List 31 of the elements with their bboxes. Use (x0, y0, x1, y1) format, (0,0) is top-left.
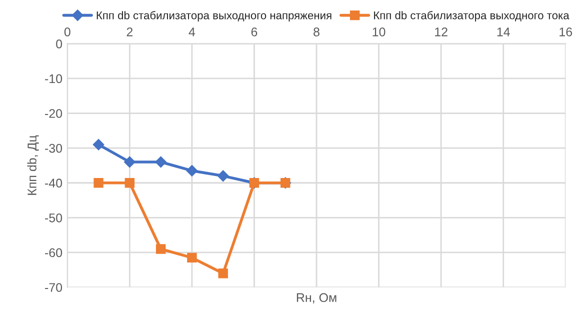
y-tick-label: -10 (45, 74, 62, 84)
x-tick-label: 6 (251, 27, 258, 36)
y-tick-label: -50 (45, 213, 62, 222)
point (155, 156, 166, 168)
x-tick-label: 12 (435, 27, 448, 36)
y-tick-label: -30 (45, 144, 62, 153)
y-tick-label: -40 (45, 178, 62, 188)
x-tick-label: 2 (126, 27, 133, 36)
point (124, 156, 136, 168)
x-tick-label: 16 (560, 27, 572, 36)
point (186, 165, 198, 176)
point (124, 178, 135, 188)
x-tick-label: 8 (314, 27, 320, 36)
y-axis-title: Кпп db, Дц (27, 135, 39, 195)
x-tick-label: 0 (64, 27, 70, 36)
point (187, 252, 197, 263)
point (156, 244, 166, 254)
x-tick-label: 4 (188, 28, 196, 36)
point (218, 268, 228, 278)
y-tick-label: 0 (56, 39, 62, 48)
y-tick-label: -20 (45, 109, 62, 118)
legend-label: Кпп db стабилизатора выходного тока (374, 11, 570, 22)
y-tick-label: -60 (45, 248, 62, 258)
point (94, 178, 104, 188)
x-tick-label: 10 (372, 27, 386, 36)
point (217, 170, 229, 182)
x-tick-label: 14 (497, 28, 510, 36)
legend-label: Кпп db стабилизатора выходного напряжения (96, 11, 332, 22)
point (92, 138, 104, 150)
x-axis-title: Rн, Ом (296, 293, 336, 304)
y-tick-label: -70 (45, 283, 62, 292)
